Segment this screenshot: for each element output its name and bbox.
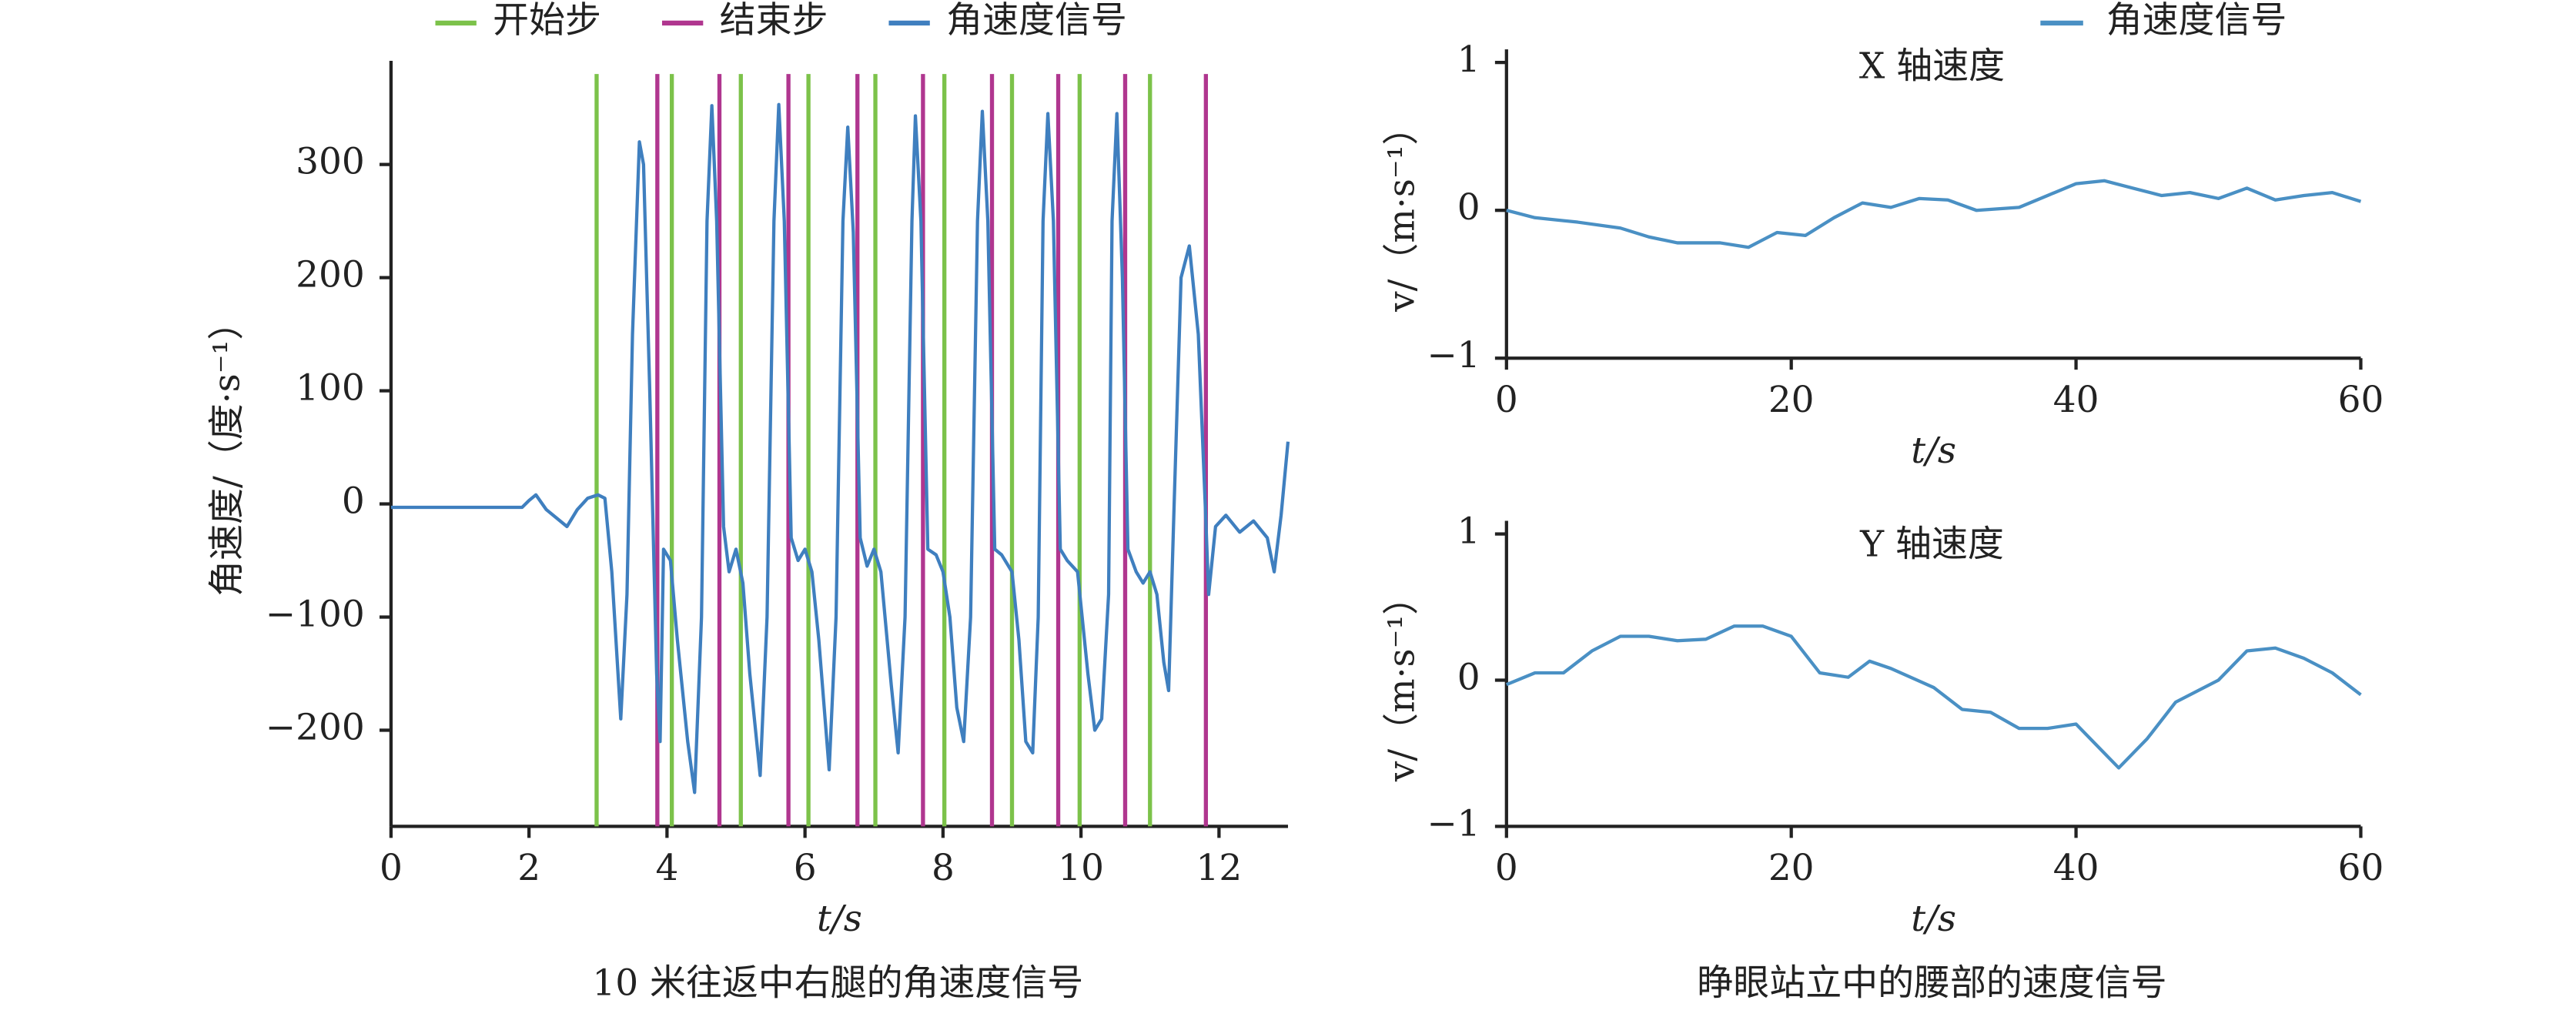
- x-tick-label: 0: [1495, 847, 1518, 889]
- x-tick-label: 20: [1768, 379, 1815, 421]
- legend-label: 结束步: [720, 0, 828, 42]
- x-axis-label: t/s: [1911, 430, 1956, 472]
- y-tick-label: −1: [1427, 334, 1480, 376]
- x-tick-label: 8: [932, 847, 955, 889]
- legend-label: 角速度信号: [2106, 0, 2287, 42]
- y-tick-label: 0: [342, 480, 365, 523]
- caption: 10 米往返中右腿的角速度信号: [592, 962, 1083, 1004]
- x-tick-label: 0: [1495, 379, 1518, 421]
- x-tick-label: 2: [517, 847, 540, 889]
- chart-title: Y 轴速度: [1859, 524, 2004, 566]
- y-tick-label: 0: [1457, 186, 1480, 229]
- y-axis-label: 角速度/（度·s⁻¹）: [206, 304, 249, 597]
- y-tick-label: 1: [1457, 38, 1480, 81]
- x-tick-label: 10: [1058, 847, 1104, 889]
- signal-line: [1506, 624, 2362, 770]
- x-tick-label: 12: [1196, 847, 1243, 889]
- y-tick-label: 0: [1457, 656, 1480, 698]
- y-tick-label: 200: [296, 254, 365, 296]
- y-tick-label: 300: [296, 141, 365, 183]
- y-axis-label: v/（m·s⁻¹）: [1381, 579, 1423, 782]
- x-axis-label: t/s: [1911, 898, 1956, 940]
- x-tick-label: 0: [380, 847, 403, 889]
- x-tick-label: 60: [2338, 847, 2384, 889]
- x-tick-label: 40: [2053, 847, 2099, 889]
- signal-line: [1506, 179, 2362, 249]
- legend-label: 开始步: [493, 0, 601, 42]
- x-tick-label: 60: [2338, 379, 2384, 421]
- signal-line: [390, 102, 1290, 795]
- caption: 睁眼站立中的腰部的速度信号: [1697, 962, 2166, 1004]
- x-tick-label: 40: [2053, 379, 2099, 421]
- x-tick-label: 6: [794, 847, 817, 889]
- y-tick-label: −1: [1427, 802, 1480, 845]
- legend-label: 角速度信号: [946, 0, 1127, 42]
- y-tick-label: 100: [296, 367, 365, 410]
- x-tick-label: 20: [1768, 847, 1815, 889]
- y-tick-label: −100: [266, 594, 365, 636]
- y-tick-label: −200: [266, 706, 365, 748]
- x-axis-label: t/s: [817, 898, 862, 940]
- y-axis-label: v/（m·s⁻¹）: [1381, 109, 1423, 313]
- x-tick-label: 4: [655, 847, 678, 889]
- chart-title: X 轴速度: [1859, 45, 2005, 88]
- y-tick-label: 1: [1457, 510, 1480, 553]
